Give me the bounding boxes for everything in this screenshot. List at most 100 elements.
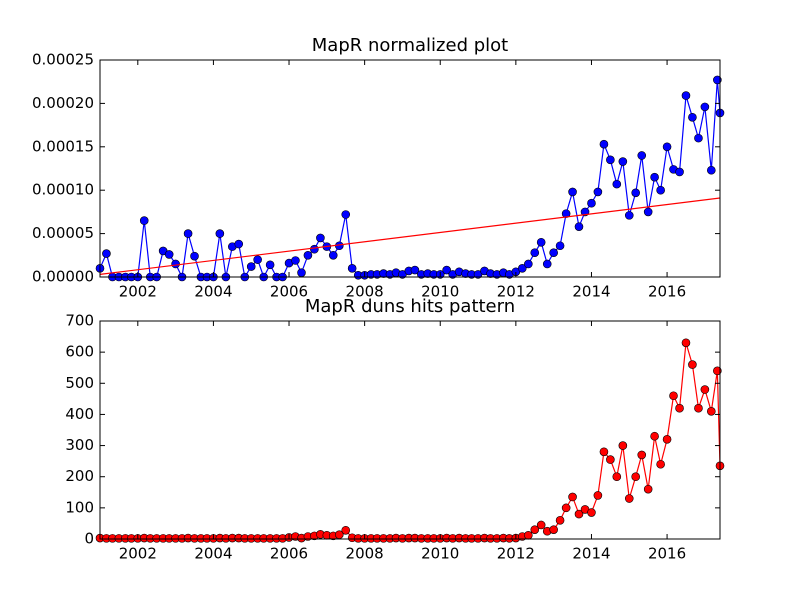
data-point bbox=[555, 516, 565, 525]
x-tick-label: 2004 bbox=[194, 283, 232, 301]
x-tick-label: 2006 bbox=[270, 545, 308, 563]
data-point bbox=[246, 262, 256, 271]
data-point bbox=[612, 472, 622, 482]
data-point bbox=[517, 264, 527, 273]
x-tick-label: 2008 bbox=[346, 545, 384, 563]
x-tick-label: 2006 bbox=[270, 283, 308, 301]
data-point bbox=[536, 237, 546, 247]
data-point bbox=[593, 491, 603, 500]
y-tick-label: 700 bbox=[65, 312, 94, 330]
data-point bbox=[700, 385, 710, 394]
data-point bbox=[650, 431, 659, 441]
data-point bbox=[341, 525, 351, 535]
y-tick-label: 0.00000 bbox=[32, 268, 94, 286]
data-point bbox=[561, 503, 571, 513]
data-point bbox=[310, 244, 319, 254]
data-point bbox=[139, 216, 149, 225]
data-point bbox=[662, 142, 672, 152]
data-point bbox=[442, 265, 451, 275]
data-point bbox=[102, 249, 111, 258]
data-point bbox=[713, 75, 722, 85]
x-tick-label: 2014 bbox=[572, 545, 610, 563]
x-tick-label: 2012 bbox=[497, 545, 535, 563]
data-point bbox=[606, 455, 615, 464]
data-point bbox=[549, 248, 558, 257]
y-tick-label: 600 bbox=[65, 343, 94, 361]
data-point bbox=[587, 198, 596, 208]
y-tick-label: 0.00025 bbox=[32, 51, 94, 69]
data-point bbox=[707, 165, 716, 175]
data-point bbox=[303, 251, 313, 260]
data-point bbox=[253, 255, 262, 264]
data-point bbox=[215, 229, 225, 238]
data-point bbox=[555, 241, 565, 251]
data-point bbox=[593, 187, 603, 197]
data-point bbox=[568, 492, 577, 502]
axes-frame bbox=[99, 320, 721, 540]
x-tick-label: 2016 bbox=[648, 283, 686, 301]
x-tick-label: 2002 bbox=[119, 545, 157, 563]
chart-title: MapR normalized plot bbox=[312, 35, 508, 56]
data-point bbox=[707, 407, 716, 416]
x-tick-label: 2010 bbox=[421, 545, 459, 563]
data-point bbox=[297, 268, 306, 277]
data-point bbox=[713, 366, 722, 376]
data-point bbox=[542, 259, 552, 269]
data-point bbox=[536, 520, 546, 530]
y-tick-label: 0.00015 bbox=[32, 137, 94, 155]
data-point bbox=[656, 459, 665, 469]
data-point bbox=[234, 239, 244, 249]
series-line bbox=[99, 197, 721, 275]
data-point bbox=[183, 229, 193, 238]
y-tick-label: 0.00020 bbox=[32, 94, 94, 112]
data-point bbox=[650, 172, 659, 182]
data-point bbox=[612, 179, 622, 189]
data-point bbox=[524, 259, 533, 269]
data-point bbox=[631, 188, 640, 198]
data-point bbox=[618, 157, 628, 166]
data-point bbox=[164, 250, 174, 259]
x-tick-label: 2014 bbox=[572, 283, 610, 301]
data-point bbox=[599, 447, 609, 457]
data-point bbox=[347, 264, 357, 273]
data-point bbox=[524, 530, 533, 540]
data-point bbox=[171, 259, 180, 269]
y-tick-label: 300 bbox=[65, 436, 94, 454]
x-tick-label: 2012 bbox=[497, 283, 535, 301]
data-point bbox=[637, 151, 647, 160]
data-point bbox=[265, 260, 275, 270]
data-point bbox=[410, 265, 420, 275]
y-tick-label: 0.00010 bbox=[32, 181, 94, 199]
data-point bbox=[675, 403, 684, 413]
data-point bbox=[688, 112, 697, 122]
data-point bbox=[574, 222, 584, 231]
data-point bbox=[700, 102, 710, 112]
x-tick-label: 2010 bbox=[421, 283, 459, 301]
chart-title: MapR duns hits pattern bbox=[305, 296, 515, 317]
data-point bbox=[341, 210, 351, 219]
x-tick-label: 2002 bbox=[119, 283, 157, 301]
x-tick-label: 2016 bbox=[648, 545, 686, 563]
data-point bbox=[328, 251, 338, 260]
data-point bbox=[291, 256, 300, 265]
data-point bbox=[606, 155, 615, 165]
y-tick-label: 500 bbox=[65, 374, 94, 392]
data-point bbox=[568, 187, 577, 197]
y-tick-label: 100 bbox=[65, 498, 94, 516]
data-point bbox=[694, 133, 703, 143]
data-point bbox=[637, 450, 647, 460]
data-point bbox=[530, 248, 540, 257]
data-point bbox=[688, 360, 697, 369]
data-point bbox=[624, 211, 634, 220]
data-point bbox=[694, 403, 703, 413]
data-point bbox=[599, 139, 609, 149]
data-point bbox=[656, 185, 665, 195]
y-tick-label: 400 bbox=[65, 405, 94, 423]
data-point bbox=[662, 435, 672, 444]
y-tick-label: 0.00005 bbox=[32, 224, 94, 242]
data-point bbox=[574, 509, 584, 519]
data-point bbox=[549, 525, 558, 534]
x-tick-label: 2008 bbox=[346, 283, 384, 301]
data-point bbox=[618, 441, 628, 450]
